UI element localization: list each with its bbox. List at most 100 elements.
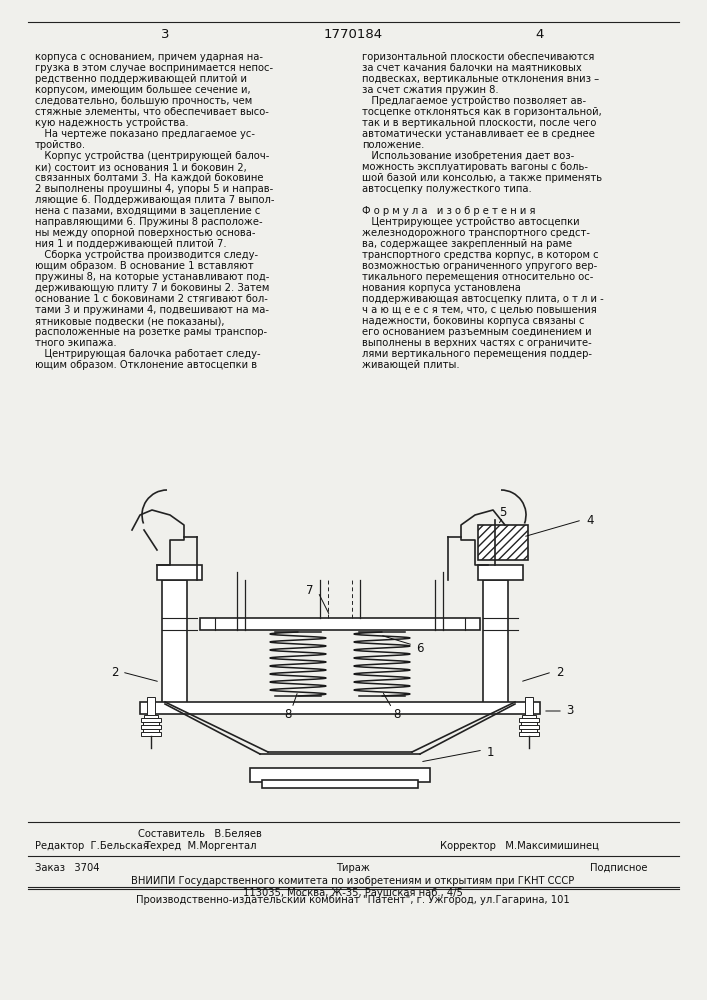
Text: железнодорожного транспортного средст-: железнодорожного транспортного средст-: [362, 228, 590, 238]
Bar: [262, 780, 418, 788]
Text: возможностью ограниченного упругого вер-: возможностью ограниченного упругого вер-: [362, 261, 597, 271]
Text: ятниковые подвески (не показаны),: ятниковые подвески (не показаны),: [35, 316, 225, 326]
Text: ния 1 и поддерживающей плитой 7.: ния 1 и поддерживающей плитой 7.: [35, 239, 227, 249]
Text: 2 выполнены проушины 4, упоры 5 и направ-: 2 выполнены проушины 4, упоры 5 и направ…: [35, 184, 273, 194]
Text: Центрирующее устройство автосцепки: Центрирующее устройство автосцепки: [362, 217, 580, 227]
Text: тного экипажа.: тного экипажа.: [35, 338, 117, 348]
Text: живающей плиты.: живающей плиты.: [362, 360, 460, 370]
Text: Техред  М.Моргентал: Техред М.Моргентал: [144, 841, 256, 851]
Bar: [519, 724, 539, 728]
Bar: [200, 618, 480, 630]
Bar: [519, 732, 539, 736]
Bar: [519, 718, 539, 722]
Text: стяжные элементы, что обеспечивает высо-: стяжные элементы, что обеспечивает высо-: [35, 107, 269, 117]
Text: корпусом, имеющим большее сечение и,: корпусом, имеющим большее сечение и,: [35, 85, 250, 95]
Text: 6: 6: [416, 642, 423, 654]
Text: ки) состоит из основания 1 и боковин 2,: ки) состоит из основания 1 и боковин 2,: [35, 162, 247, 172]
Text: так и в вертикальной плоскости, после чего: так и в вертикальной плоскости, после че…: [362, 118, 597, 128]
Text: выполнены в верхних частях с ограничите-: выполнены в верхних частях с ограничите-: [362, 338, 592, 348]
Text: шой базой или консолью, а также применять: шой базой или консолью, а также применят…: [362, 173, 602, 183]
Text: 5: 5: [499, 506, 507, 520]
Text: 4: 4: [586, 514, 594, 526]
Text: держивающую плиту 7 и боковины 2. Затем: держивающую плиту 7 и боковины 2. Затем: [35, 283, 269, 293]
Text: 1770184: 1770184: [323, 28, 382, 41]
Text: 4: 4: [536, 28, 544, 41]
Text: за счет качания балочки на маятниковых: за счет качания балочки на маятниковых: [362, 63, 582, 73]
Bar: [525, 696, 533, 714]
Text: Центрирующая балочка работает следу-: Центрирующая балочка работает следу-: [35, 349, 261, 359]
Bar: [147, 696, 155, 714]
Text: пружины 8, на которые устанавливают под-: пружины 8, на которые устанавливают под-: [35, 272, 269, 282]
Text: тами 3 и пружинами 4, подвешивают на ма-: тами 3 и пружинами 4, подвешивают на ма-: [35, 305, 269, 315]
Text: ющим образом. В основание 1 вставляют: ющим образом. В основание 1 вставляют: [35, 261, 254, 271]
Text: Подписное: Подписное: [590, 863, 648, 873]
Text: Редактор  Г.Бельская: Редактор Г.Бельская: [35, 841, 148, 851]
Text: тройство.: тройство.: [35, 140, 86, 150]
Text: 3: 3: [566, 704, 573, 718]
Text: тосцепке отклоняться как в горизонтальной,: тосцепке отклоняться как в горизонтально…: [362, 107, 602, 117]
Bar: [157, 565, 202, 580]
Bar: [141, 724, 161, 728]
Text: следовательно, большую прочность, чем: следовательно, большую прочность, чем: [35, 96, 252, 106]
Text: Ф о р м у л а   и з о б р е т е н и я: Ф о р м у л а и з о б р е т е н и я: [362, 206, 535, 216]
Bar: [143, 728, 159, 732]
Text: Сборка устройства производится следу-: Сборка устройства производится следу-: [35, 250, 258, 260]
Text: Использование изобретения дает воз-: Использование изобретения дает воз-: [362, 151, 574, 161]
Text: автосцепку полужесткого типа.: автосцепку полужесткого типа.: [362, 184, 532, 194]
Text: Тираж: Тираж: [336, 863, 370, 873]
Text: 2: 2: [111, 666, 119, 678]
Bar: [144, 714, 158, 718]
Text: грузка в этом случае воспринимается непос-: грузка в этом случае воспринимается непо…: [35, 63, 273, 73]
Bar: [522, 714, 536, 718]
Text: корпуса с основанием, причем ударная на-: корпуса с основанием, причем ударная на-: [35, 52, 263, 62]
Text: 2: 2: [556, 666, 563, 678]
Bar: [521, 722, 537, 724]
Text: Корпус устройства (центрирующей балоч-: Корпус устройства (центрирующей балоч-: [35, 151, 269, 161]
Text: надежности, боковины корпуса связаны с: надежности, боковины корпуса связаны с: [362, 316, 585, 326]
Text: ВНИИПИ Государственного комитета по изобретениям и открытиям при ГКНТ СССР: ВНИИПИ Государственного комитета по изоб…: [132, 876, 575, 886]
Text: автоматически устанавливает ее в среднее: автоматически устанавливает ее в среднее: [362, 129, 595, 139]
Bar: [483, 580, 508, 704]
Bar: [250, 768, 430, 782]
Bar: [478, 565, 523, 580]
Text: кую надежность устройства.: кую надежность устройства.: [35, 118, 189, 128]
Text: основание 1 с боковинами 2 стягивают бол-: основание 1 с боковинами 2 стягивают бол…: [35, 294, 268, 304]
Text: горизонтальной плоскости обеспечиваются: горизонтальной плоскости обеспечиваются: [362, 52, 595, 62]
Bar: [521, 728, 537, 732]
Text: его основанием разъемным соединением и: его основанием разъемным соединением и: [362, 327, 592, 337]
Text: Корректор   М.Максимишинец: Корректор М.Максимишинец: [440, 841, 599, 851]
Text: ляющие 6. Поддерживающая плита 7 выпол-: ляющие 6. Поддерживающая плита 7 выпол-: [35, 195, 274, 205]
Text: 8: 8: [284, 708, 292, 720]
Text: за счет сжатия пружин 8.: за счет сжатия пружин 8.: [362, 85, 498, 95]
Text: связанных болтами 3. На каждой боковине: связанных болтами 3. На каждой боковине: [35, 173, 264, 183]
Text: ч а ю щ е е с я тем, что, с целью повышения: ч а ю щ е е с я тем, что, с целью повыше…: [362, 305, 597, 315]
Text: лями вертикального перемещения поддер-: лями вертикального перемещения поддер-: [362, 349, 592, 359]
Text: нования корпуса установлена: нования корпуса установлена: [362, 283, 521, 293]
Text: поддерживающая автосцепку плита, о т л и -: поддерживающая автосцепку плита, о т л и…: [362, 294, 604, 304]
Text: 3: 3: [160, 28, 169, 41]
Bar: [140, 702, 540, 714]
Text: можность эксплуатировать вагоны с боль-: можность эксплуатировать вагоны с боль-: [362, 162, 588, 172]
Text: 8: 8: [393, 708, 401, 720]
Text: Заказ   3704: Заказ 3704: [35, 863, 100, 873]
Text: направляющими 6. Пружины 8 расположе-: направляющими 6. Пружины 8 расположе-: [35, 217, 262, 227]
Text: тикального перемещения относительно ос-: тикального перемещения относительно ос-: [362, 272, 593, 282]
Bar: [141, 732, 161, 736]
Text: На чертеже показано предлагаемое ус-: На чертеже показано предлагаемое ус-: [35, 129, 255, 139]
Text: Предлагаемое устройство позволяет ав-: Предлагаемое устройство позволяет ав-: [362, 96, 586, 106]
Text: 1: 1: [486, 746, 493, 758]
Text: расположенные на розетке рамы транспор-: расположенные на розетке рамы транспор-: [35, 327, 267, 337]
Text: ющим образом. Отклонение автосцепки в: ющим образом. Отклонение автосцепки в: [35, 360, 257, 370]
Bar: [143, 722, 159, 724]
Text: ны между опорной поверхностью основа-: ны между опорной поверхностью основа-: [35, 228, 255, 238]
Text: подвесках, вертикальные отклонения вниз –: подвесках, вертикальные отклонения вниз …: [362, 74, 599, 84]
Text: редственно поддерживающей плитой и: редственно поддерживающей плитой и: [35, 74, 247, 84]
Text: Производственно-издательский комбинат "Патент", г. Ужгород, ул.Гагарина, 101: Производственно-издательский комбинат "П…: [136, 895, 570, 905]
Text: нена с пазами, входящими в зацепление с: нена с пазами, входящими в зацепление с: [35, 206, 260, 216]
Text: положение.: положение.: [362, 140, 424, 150]
Text: ва, содержащее закрепленный на раме: ва, содержащее закрепленный на раме: [362, 239, 572, 249]
Bar: [141, 718, 161, 722]
Bar: [162, 580, 187, 704]
Bar: [478, 525, 528, 560]
Text: Составитель   В.Беляев: Составитель В.Беляев: [138, 829, 262, 839]
